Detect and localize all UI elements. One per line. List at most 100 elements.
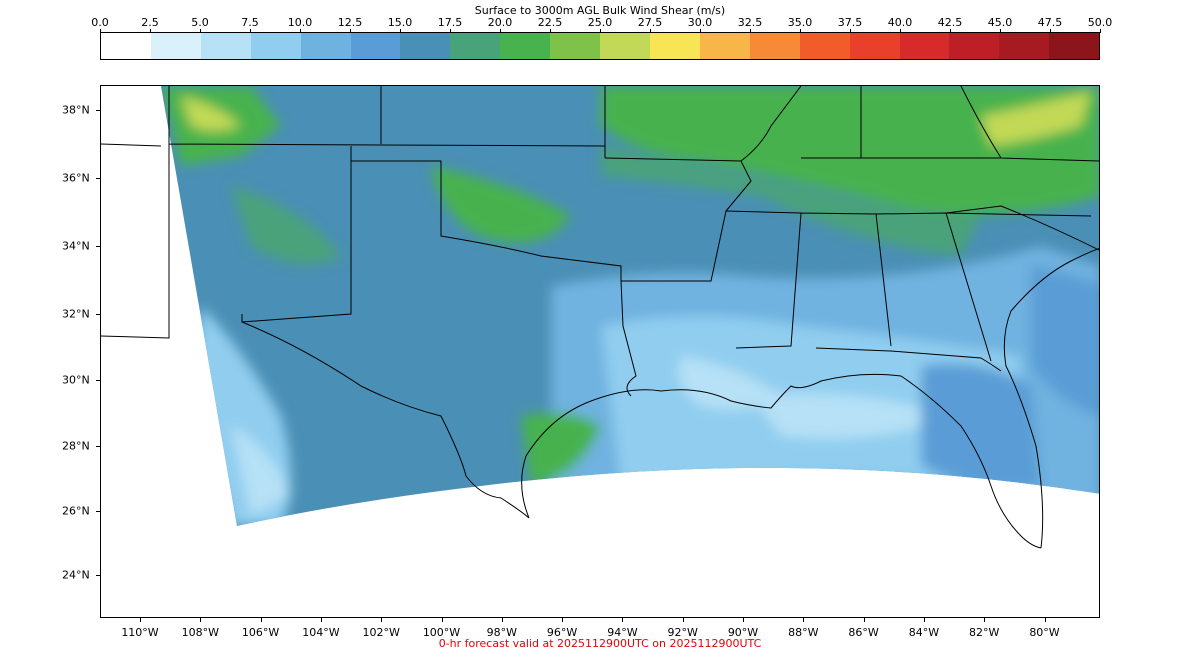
longitude-label: 92°W (667, 626, 698, 639)
colorbar-segment (101, 33, 151, 59)
latitude-label: 36°N (62, 171, 90, 185)
colorbar-tick-label: 50.0 (1087, 16, 1113, 29)
latitude-tick (96, 314, 100, 315)
longitude-tick (743, 618, 744, 622)
colorbar-tick-label: 2.5 (141, 16, 159, 29)
colorbar-segment (450, 33, 501, 59)
latitude-tick (96, 246, 100, 247)
border-ar-la (604, 157, 752, 397)
field-green-west (231, 186, 341, 264)
colorbar-segment (899, 33, 950, 59)
colorbar-segment (799, 33, 850, 59)
longitude-tick (501, 618, 503, 622)
colorbar-tick-mark (950, 29, 951, 33)
longitude-label: 98°W (486, 626, 517, 639)
colorbar-tick-mark (850, 29, 851, 33)
longitude-tick (260, 618, 262, 622)
longitude-tick (441, 618, 443, 622)
colorbar-segment (150, 33, 201, 59)
colorbar-tick-mark (250, 29, 251, 33)
colorbar-tick-mark (400, 29, 401, 33)
colorbar-tick-mark (900, 29, 901, 33)
longitude-tick (140, 618, 141, 622)
longitude-label: 86°W (848, 626, 879, 639)
colorbar-tick-label: 5.0 (191, 16, 209, 29)
colorbar-segment (500, 33, 551, 59)
longitude-label: 102°W (362, 626, 400, 639)
colorbar (100, 32, 1100, 60)
field-teal-ne (601, 146, 981, 256)
field-green-okla (431, 166, 571, 243)
longitude-tick (863, 618, 865, 622)
colorbar-segment (699, 33, 750, 59)
colorbar-tick-label: 15.0 (387, 16, 413, 29)
colorbar-tick-label: 32.5 (737, 16, 763, 29)
map-canvas (101, 86, 1099, 549)
colorbar-tick-label: 17.5 (437, 16, 463, 29)
coast-florida-east (1003, 248, 1099, 549)
latitude-tick (96, 575, 100, 576)
coastline (241, 248, 1099, 549)
colorbar-tick-label: 25.0 (587, 16, 613, 29)
colorbar-segment (749, 33, 800, 59)
latitude-tick (96, 446, 100, 447)
border-ok-tx (241, 146, 622, 323)
field-yellow-ne (981, 91, 1091, 146)
coast-gulf-florida (900, 375, 1042, 549)
colorbar-segment (949, 33, 1000, 59)
colorbar-tick-label: 10.0 (287, 16, 313, 29)
field-green-north (601, 86, 1099, 214)
colorbar-tick-mark (300, 29, 301, 33)
field-mid-blue-east (1031, 266, 1099, 416)
latitude-label: 38°N (62, 103, 90, 117)
colorbar-segment (350, 33, 401, 59)
latitude-label: 30°N (62, 373, 90, 387)
colorbar-tick-label: 22.5 (537, 16, 563, 29)
longitude-tick (200, 618, 202, 622)
longitude-label: 80°W (1029, 626, 1060, 639)
longitude-label: 110°W (121, 626, 159, 639)
colorbar-tick-mark (450, 29, 451, 33)
latitude-label: 26°N (62, 504, 90, 518)
longitude-label: 96°W (546, 626, 578, 639)
colorbar-tick-label: 30.0 (687, 16, 713, 29)
latitude-tick (96, 511, 100, 512)
colorbar-tick-label: 12.5 (337, 16, 363, 29)
colorbar-tick-label: 0.0 (91, 16, 109, 29)
longitude-label: 94°W (607, 626, 638, 639)
state-borders (101, 86, 1099, 397)
colorbar-tick-mark (1100, 29, 1101, 33)
field-very-pale-gulf (751, 393, 951, 439)
border-ga-fl (815, 347, 1002, 372)
colorbar-tick-mark (150, 29, 151, 33)
colorbar-segment (250, 33, 301, 59)
latitude-tick (96, 380, 100, 381)
colorbar-segment (1049, 33, 1100, 59)
colorbar-segment (200, 33, 251, 59)
longitude-label: 84°W (908, 626, 940, 639)
colorbar-tick-mark (650, 29, 651, 33)
field-green-tx-coast (521, 412, 601, 486)
border-ga-carolinas (945, 205, 1099, 251)
colorbar-tick-label: 42.5 (937, 16, 963, 29)
colorbar-tick-mark (1050, 29, 1051, 33)
colorbar-tick-label: 45.0 (987, 16, 1013, 29)
longitude-label: 108°W (181, 626, 219, 639)
longitude-tick (320, 618, 322, 622)
map-panel (100, 85, 1100, 618)
longitude-tick (622, 618, 624, 622)
colorbar-segment (550, 33, 601, 59)
longitude-tick (381, 618, 383, 622)
colorbar-tick-mark (750, 29, 751, 33)
field-mid-blue-fl (921, 363, 1041, 489)
colorbar-segment (600, 33, 650, 59)
latitude-tick (96, 110, 100, 111)
colorbar-tick-label: 20.0 (487, 16, 513, 29)
colorbar-tick-mark (100, 29, 101, 33)
border-tn-ky (801, 86, 1099, 162)
longitude-tick (803, 618, 805, 622)
colorbar-tick-label: 47.5 (1037, 16, 1063, 29)
colorbar-segment (849, 33, 900, 59)
longitude-label: 88°W (788, 626, 819, 639)
latitude-tick (96, 178, 100, 179)
